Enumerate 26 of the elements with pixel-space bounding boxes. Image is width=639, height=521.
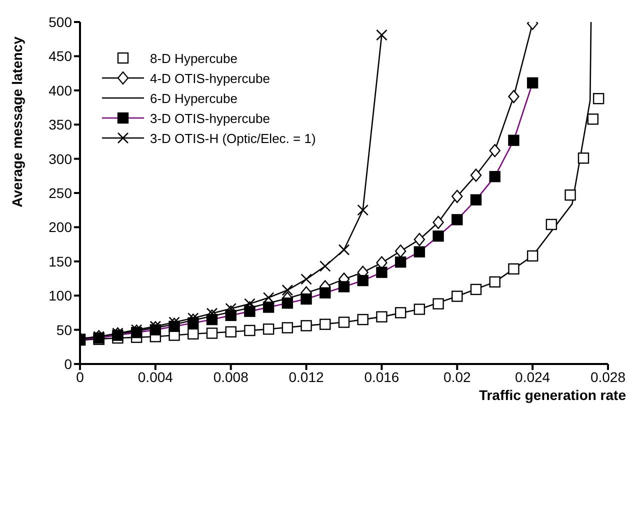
legend-label: 3-D OTIS-H (Optic/Elec. = 1) [150, 130, 316, 146]
x-tick-label: 0.028 [590, 368, 626, 385]
y-axis-title: Average message latency [9, 36, 25, 208]
y-tick-label: 200 [48, 219, 72, 236]
x-tick-label: 0.02 [444, 368, 471, 385]
x-axis-title: Traffic generation rate [478, 387, 626, 403]
legend-label: 8-D Hypercube [150, 50, 238, 66]
x-tick-label: 0.016 [364, 368, 400, 385]
y-tick-label: 250 [48, 184, 72, 201]
legend-label: 4-D OTIS-hypercube [150, 70, 270, 86]
x-tick-label: 0.008 [213, 368, 249, 385]
legend-label: 3-D OTIS-hypercube [150, 110, 270, 126]
x-tick-label: 0.024 [515, 368, 550, 385]
y-tick-label: 50 [56, 322, 72, 338]
y-tick-label: 150 [48, 253, 72, 270]
x-tick-label: 0.012 [288, 368, 324, 385]
y-tick-label: 400 [48, 82, 72, 98]
y-tick-label: 0 [64, 356, 72, 372]
y-tick-label: 100 [48, 288, 72, 304]
x-tick-label: 0 [76, 368, 84, 385]
y-tick-label: 450 [48, 48, 72, 64]
x-tick-label: 0.004 [138, 368, 174, 385]
y-tick-label: 350 [48, 116, 72, 133]
y-tick-label: 300 [48, 150, 72, 167]
y-tick-label: 500 [48, 14, 72, 30]
legend-label: 6-D Hypercube [150, 90, 238, 106]
